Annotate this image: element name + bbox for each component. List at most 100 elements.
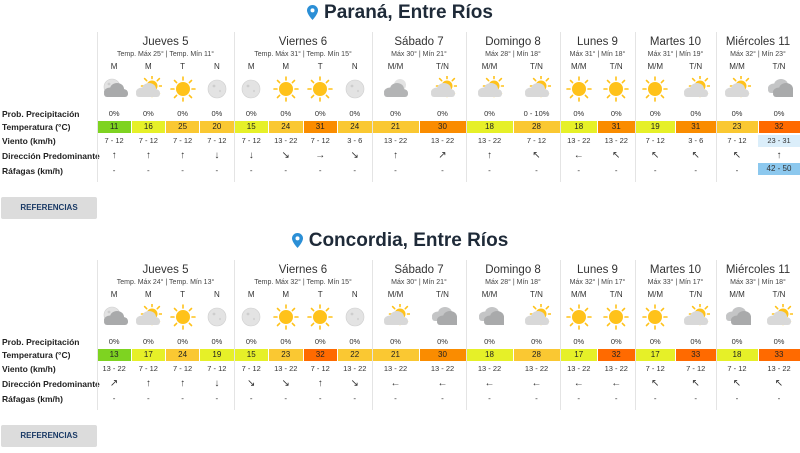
day-name: Sábado 7 xyxy=(394,264,444,276)
cloudy-icon xyxy=(476,304,508,335)
gust-value: - xyxy=(488,394,491,403)
wind-direction-arrow-icon: ↖ xyxy=(691,150,700,161)
period-label: T/N xyxy=(689,290,703,299)
day-divider xyxy=(560,260,561,410)
gust-value: - xyxy=(318,394,322,403)
city-title: Concordia, Entre Ríos xyxy=(0,228,800,254)
wind-direction-arrow-icon: ↘ xyxy=(350,150,359,161)
precip-value: 0% xyxy=(731,109,743,118)
day-divider xyxy=(372,32,373,182)
wind-value: 13 - 22 xyxy=(274,364,298,373)
precip-value: 0 - 10% xyxy=(523,109,550,118)
sunny-icon xyxy=(306,304,334,335)
wind-direction-arrow-icon: ← xyxy=(611,378,622,389)
wind-direction-arrow-icon: ↓ xyxy=(248,150,254,161)
period-label: M/M xyxy=(729,62,745,71)
period-label: M/M xyxy=(387,62,404,71)
precip-value: 0% xyxy=(349,337,361,346)
day-name: Domingo 8 xyxy=(485,264,541,276)
period-label: T xyxy=(317,290,323,299)
wind-direction-arrow-icon: ↖ xyxy=(691,378,700,389)
wind-value: 7 - 12 xyxy=(138,136,158,145)
wind-direction-arrow-icon: ↑ xyxy=(180,150,186,161)
wind-direction-arrow-icon: ↓ xyxy=(214,378,220,389)
location-pin-icon xyxy=(291,233,303,249)
wind-value: 7 - 12 xyxy=(173,136,193,145)
wind-direction-arrow-icon: ↖ xyxy=(651,150,660,161)
temp-cell: 31 xyxy=(598,121,635,133)
wind-direction-arrow-icon: ↗ xyxy=(109,378,119,389)
wind-direction-arrow-icon: ↑ xyxy=(111,150,117,161)
row-label-wind: Viento (km/h) xyxy=(2,136,56,146)
period-label: T/N xyxy=(772,290,786,299)
sunny-icon xyxy=(565,76,593,107)
wind-value: 7 - 12 xyxy=(104,136,124,145)
sunny-icon xyxy=(272,76,300,107)
clear-night-icon xyxy=(203,304,231,335)
gust-value: - xyxy=(694,394,698,403)
wind-value: 7 - 12 xyxy=(241,364,261,373)
cloudy-moon-icon xyxy=(100,304,129,335)
period-label: T/N xyxy=(609,290,623,299)
gust-value: - xyxy=(147,394,150,403)
gust-value: - xyxy=(249,394,253,403)
day-temps: Máx 33° | Mín 18° xyxy=(730,279,786,286)
temp-cell: 15 xyxy=(234,349,268,361)
sunny-icon xyxy=(169,76,197,107)
gust-value: - xyxy=(284,394,288,403)
partly-cloudy-icon xyxy=(723,74,753,107)
temp-cell: 20 xyxy=(200,121,234,133)
precip-value: 0% xyxy=(211,109,223,118)
temp-cell: 31 xyxy=(676,121,716,133)
gust-value: - xyxy=(577,394,581,403)
forecast-section: Concordia, Entre Ríos Prob. Precipitación… xyxy=(0,228,800,453)
temp-cell: 15 xyxy=(234,121,268,133)
precip-value: 0% xyxy=(142,337,154,346)
precip-value: 0% xyxy=(690,337,702,346)
gust-value: - xyxy=(215,166,219,175)
gust-value: - xyxy=(249,166,253,175)
wind-value: 13 - 22 xyxy=(477,136,502,145)
references-button[interactable]: REFERENCIAS xyxy=(1,197,97,219)
day-divider xyxy=(466,32,467,182)
forecast-grid: Prob. Precipitación Temperatura (°C) Vient… xyxy=(0,32,800,182)
gust-value: - xyxy=(394,394,397,403)
temp-cell: 30 xyxy=(419,121,466,133)
precip-value: 0% xyxy=(108,337,120,346)
references-button[interactable]: REFERENCIAS xyxy=(1,425,97,447)
period-label: M xyxy=(282,290,290,299)
day-temps: Máx 31° | Mín 18° xyxy=(569,51,626,58)
wind-direction-arrow-icon: ↑ xyxy=(145,378,151,389)
wind-direction-arrow-icon: ↑ xyxy=(180,378,186,389)
period-label: M xyxy=(145,62,152,71)
wind-direction-arrow-icon: ↘ xyxy=(281,150,290,161)
day-temps: Máx 33° | Mín 17° xyxy=(647,279,704,286)
period-label: T/N xyxy=(689,62,703,71)
period-label: M xyxy=(247,62,255,71)
precip-value: 0% xyxy=(773,337,785,346)
temp-cell: 23 xyxy=(269,349,303,361)
partly-cloudy-icon xyxy=(682,74,712,107)
temp-cell: 32 xyxy=(303,349,337,361)
temp-cell: 16 xyxy=(131,121,165,133)
gust-value: - xyxy=(577,166,581,175)
row-label-wind: Viento (km/h) xyxy=(2,364,56,374)
precip-value: 0% xyxy=(390,109,401,118)
wind-direction-arrow-icon: ← xyxy=(573,378,584,389)
cloudy-icon xyxy=(429,304,461,335)
row-label-gust: Ráfagas (km/h) xyxy=(2,166,63,176)
period-label: M/M xyxy=(647,62,664,71)
day-divider xyxy=(635,260,636,410)
precip-value: 0% xyxy=(437,109,448,118)
wind-value: 3 - 6 xyxy=(347,136,363,145)
sunny-icon xyxy=(641,76,669,107)
row-label-precip: Prob. Precipitación xyxy=(2,337,80,347)
day-temps: Temp. Máx 31° | Temp. Mín 15° xyxy=(254,51,352,58)
period-label: T/N xyxy=(436,62,449,71)
gust-value: - xyxy=(614,394,618,403)
period-label: M/M xyxy=(481,62,498,71)
period-label: N xyxy=(351,290,358,299)
partly-cloudy-icon xyxy=(382,302,411,335)
day-divider xyxy=(635,32,636,182)
gust-value: - xyxy=(353,166,357,175)
